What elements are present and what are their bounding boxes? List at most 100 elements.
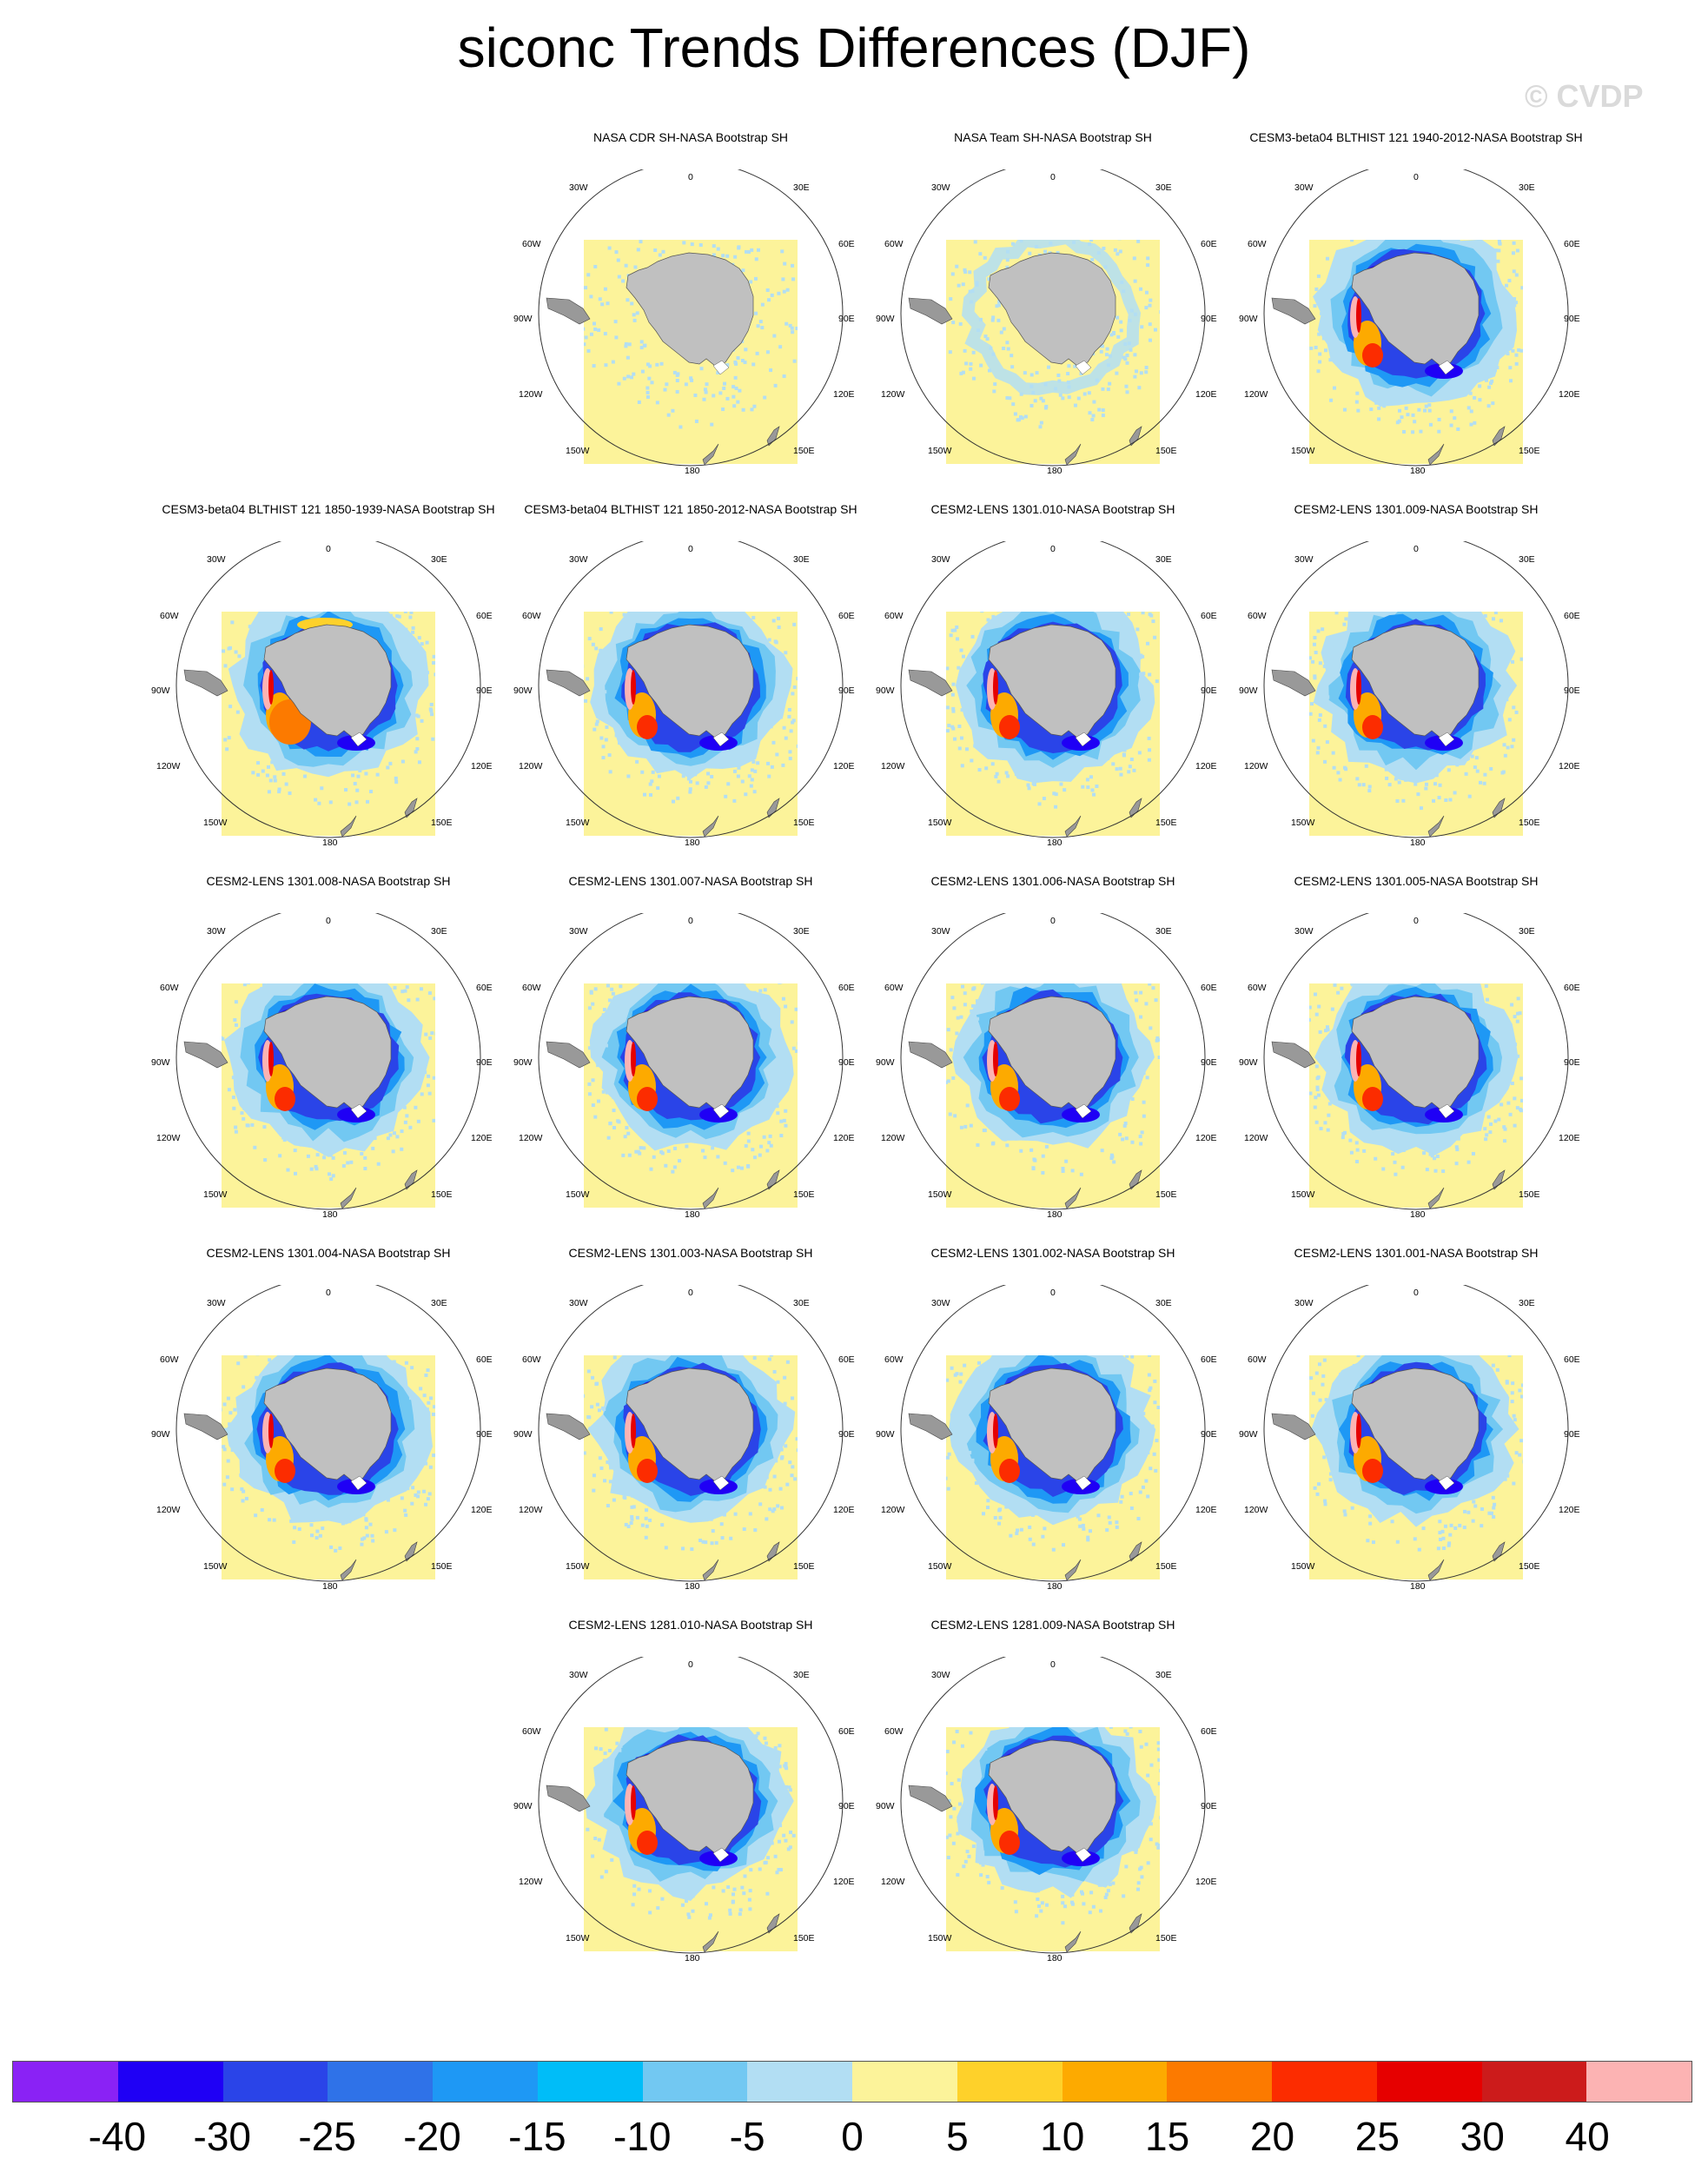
longitude-label: 150W <box>928 1561 952 1572</box>
new-zealand-fragment <box>1427 1559 1445 1581</box>
longitude-label: 180 <box>322 1209 338 1220</box>
colorbar-box <box>328 2062 433 2102</box>
colorbar-tick-label: -25 <box>298 2114 356 2159</box>
longitude-label: 90E <box>1564 1057 1580 1068</box>
antarctica-landmass <box>263 1367 392 1482</box>
longitude-label: 90W <box>513 1801 533 1811</box>
longitude-label: 120W <box>881 1877 905 1887</box>
new-zealand-fragment <box>766 426 780 447</box>
longitude-label: 30W <box>1294 926 1314 937</box>
longitude-label: 150W <box>566 1933 590 1944</box>
longitude-label: 90W <box>876 1057 895 1068</box>
longitude-label: 150W <box>566 446 590 456</box>
antarctica-landmass <box>626 1739 754 1854</box>
longitude-label: 120W <box>156 1505 181 1515</box>
longitude-label: 120W <box>1244 1133 1268 1143</box>
longitude-label: 120E <box>833 1505 855 1515</box>
polar-stereographic-map <box>538 169 844 467</box>
longitude-label: 30E <box>793 1670 810 1680</box>
colorbar-box <box>13 2062 118 2102</box>
panel-title: CESM3-beta04 BLTHIST 121 1940-2012-NASA … <box>1249 130 1583 144</box>
colorbar-box <box>957 2062 1063 2102</box>
new-zealand-fragment <box>766 798 780 818</box>
longitude-label: 150W <box>1291 446 1315 456</box>
longitude-label: 120W <box>881 389 905 400</box>
longitude-label: 60W <box>160 611 179 621</box>
longitude-label: 180 <box>685 1953 700 1963</box>
antarctica-landmass <box>626 252 754 367</box>
new-zealand-fragment <box>702 1559 719 1581</box>
map-boundary-circle <box>538 169 844 467</box>
south-america-tip <box>183 1041 228 1069</box>
map-panel: CESM3-beta04 BLTHIST 121 1850-2012-NASA … <box>513 502 864 858</box>
map-boundary-circle <box>1263 913 1569 1210</box>
longitude-label: 60W <box>884 611 904 621</box>
longitude-label: 150W <box>203 1189 228 1200</box>
panel-title: CESM2-LENS 1281.009-NASA Bootstrap SH <box>930 1618 1175 1632</box>
longitude-label: 180 <box>1410 838 1426 848</box>
panel-title: CESM2-LENS 1301.005-NASA Bootstrap SH <box>1294 874 1539 888</box>
polar-stereographic-map <box>538 1285 844 1582</box>
longitude-label: 60W <box>522 983 541 993</box>
longitude-label: 150W <box>928 1933 952 1944</box>
colorbar-box <box>1062 2062 1168 2102</box>
map-boundary-circle <box>538 1285 844 1582</box>
south-america-tip <box>1271 669 1316 697</box>
longitude-label: 120E <box>1195 761 1217 771</box>
longitude-label: 90E <box>1201 685 1217 696</box>
panel-title: CESM2-LENS 1301.010-NASA Bootstrap SH <box>930 502 1175 516</box>
longitude-label: 60W <box>522 611 541 621</box>
new-zealand-fragment <box>404 1169 418 1190</box>
new-zealand-fragment <box>702 443 719 466</box>
longitude-label: 90E <box>476 1057 493 1068</box>
colorbar-box <box>747 2062 852 2102</box>
longitude-label: 150E <box>1519 1189 1540 1200</box>
longitude-label: 60W <box>884 1726 904 1737</box>
longitude-label: 30E <box>1519 554 1535 565</box>
new-zealand-fragment <box>766 1169 780 1190</box>
new-zealand-fragment <box>1427 443 1445 466</box>
longitude-label: 120E <box>1195 1877 1217 1887</box>
south-america-tip <box>908 1413 953 1440</box>
colorbar-box <box>433 2062 538 2102</box>
colorbar-tick-label: 20 <box>1249 2114 1295 2159</box>
colorbar-tick-label: -5 <box>729 2114 765 2159</box>
longitude-label: 90W <box>876 1429 895 1440</box>
map-boundary-circle <box>175 1285 481 1582</box>
longitude-label: 30E <box>1155 1670 1172 1680</box>
longitude-label: 90W <box>1239 685 1258 696</box>
antarctica-landmass <box>988 996 1116 1110</box>
new-zealand-fragment <box>1427 815 1445 838</box>
longitude-label: 120W <box>519 761 543 771</box>
longitude-label: 60E <box>476 983 493 993</box>
longitude-label: 60E <box>838 983 855 993</box>
map-boundary-circle <box>1263 1285 1569 1582</box>
longitude-label: 0 <box>1413 1288 1419 1298</box>
longitude-label: 30W <box>207 554 226 565</box>
longitude-label: 30E <box>431 926 447 937</box>
longitude-label: 150E <box>431 1189 453 1200</box>
polar-stereographic-map <box>900 1657 1206 1954</box>
colorbar-box <box>852 2062 957 2102</box>
longitude-label: 180 <box>685 838 700 848</box>
longitude-label: 30W <box>207 1298 226 1308</box>
longitude-label: 60E <box>838 611 855 621</box>
map-panel: CESM2-LENS 1301.010-NASA Bootstrap SH 0 18… <box>876 502 1227 858</box>
map-boundary-circle <box>1263 541 1569 838</box>
map-boundary-circle <box>900 1657 1206 1954</box>
longitude-label: 60W <box>522 1354 541 1365</box>
map-panel: CESM3-beta04 BLTHIST 121 1850-1939-NASA … <box>151 502 502 858</box>
longitude-label: 150E <box>793 446 815 456</box>
longitude-label: 90W <box>1239 1429 1258 1440</box>
new-zealand-fragment <box>1064 815 1082 838</box>
longitude-label: 30E <box>1155 182 1172 193</box>
map-panel: CESM2-LENS 1281.009-NASA Bootstrap SH 0 18… <box>876 1618 1227 1974</box>
new-zealand-fragment <box>766 1541 780 1562</box>
antarctica-landmass <box>626 1367 754 1482</box>
longitude-label: 150E <box>1155 1561 1177 1572</box>
longitude-label: 150E <box>793 818 815 828</box>
new-zealand-fragment <box>1492 798 1506 818</box>
polar-stereographic-map <box>175 1285 481 1582</box>
longitude-label: 150W <box>203 1561 228 1572</box>
new-zealand-fragment <box>702 815 719 838</box>
